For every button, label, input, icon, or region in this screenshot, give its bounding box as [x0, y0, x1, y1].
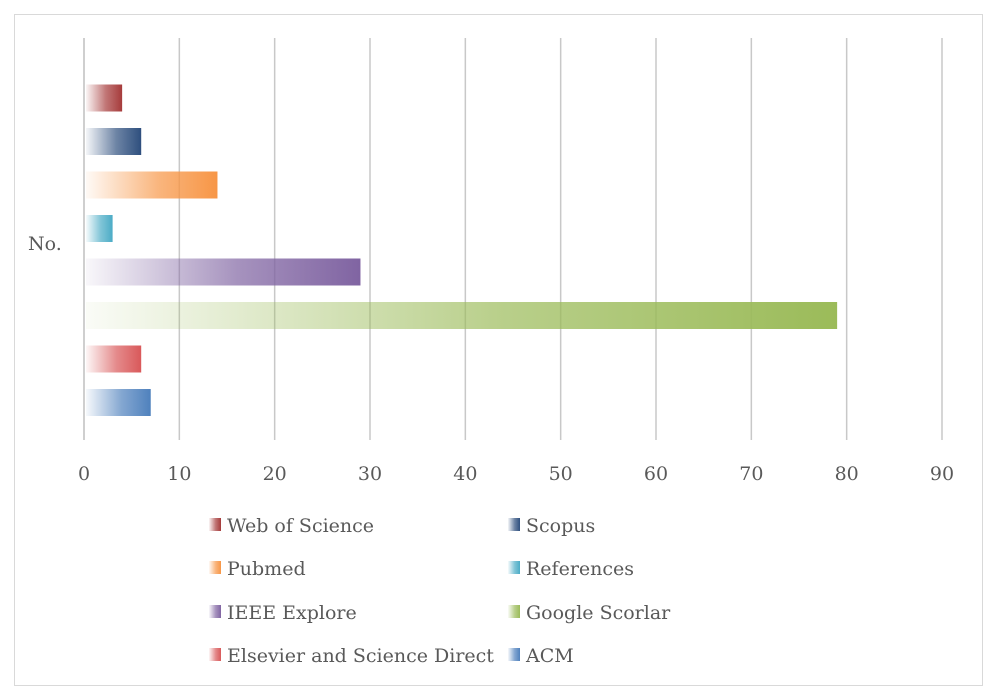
- x-tick-label: 30: [358, 463, 382, 485]
- legend-label: ACM: [525, 645, 574, 667]
- x-tick-label: 70: [739, 463, 763, 485]
- bar-web-of-science: [86, 84, 123, 112]
- legend-item: Web of Science: [209, 515, 374, 537]
- legend-label: Elsevier and Science Direct: [227, 645, 494, 667]
- legend-swatch: [209, 605, 221, 618]
- chart-frame: [14, 14, 983, 686]
- legend-item: Pubmed: [209, 558, 306, 580]
- legend-swatch: [209, 648, 221, 661]
- bar-references: [86, 215, 113, 242]
- legend: Web of Science Scopus Pubmed References IEEE…: [209, 515, 671, 667]
- x-tick-label: 40: [453, 463, 477, 485]
- legend-swatch: [209, 561, 221, 574]
- legend-swatch: [508, 605, 520, 618]
- bar-scopus: [86, 128, 142, 155]
- legend-item: Elsevier and Science Direct: [209, 645, 494, 667]
- gridlines: [83, 38, 943, 440]
- legend-swatch: [508, 518, 520, 531]
- legend-label: Google Scorlar: [526, 602, 671, 624]
- bar-pubmed: [86, 171, 218, 199]
- legend-label: References: [526, 558, 634, 580]
- legend-item: References: [508, 558, 634, 580]
- x-tick-label: 10: [167, 463, 191, 485]
- legend-item: IEEE Explore: [209, 602, 357, 624]
- legend-swatch: [508, 561, 520, 574]
- legend-label: Pubmed: [227, 558, 306, 580]
- bar-acm: [86, 389, 151, 416]
- bar-elsevier-and-science-direct: [86, 345, 142, 373]
- legend-swatch: [508, 648, 520, 661]
- x-tick-label: 20: [263, 463, 287, 485]
- legend-item: Scopus: [508, 515, 595, 537]
- legend-item: Google Scorlar: [508, 602, 671, 624]
- legend-label: IEEE Explore: [227, 602, 357, 624]
- x-tick-label: 80: [835, 463, 859, 485]
- x-tick-label: 50: [549, 463, 573, 485]
- x-tick-label: 0: [78, 463, 90, 485]
- legend-label: Scopus: [526, 515, 595, 537]
- bars: [86, 84, 838, 416]
- legend-swatch: [209, 518, 221, 531]
- category-label: No.: [28, 233, 62, 255]
- x-tick-label: 90: [930, 463, 954, 485]
- legend-item: ACM: [508, 645, 574, 667]
- x-axis-ticks: 0 10 20 30 40 50 60 70 80 90: [78, 463, 954, 485]
- bar-google-scorlar: [86, 302, 838, 329]
- x-tick-label: 60: [644, 463, 668, 485]
- bar-ieee-explore: [86, 258, 361, 286]
- legend-label: Web of Science: [227, 515, 374, 537]
